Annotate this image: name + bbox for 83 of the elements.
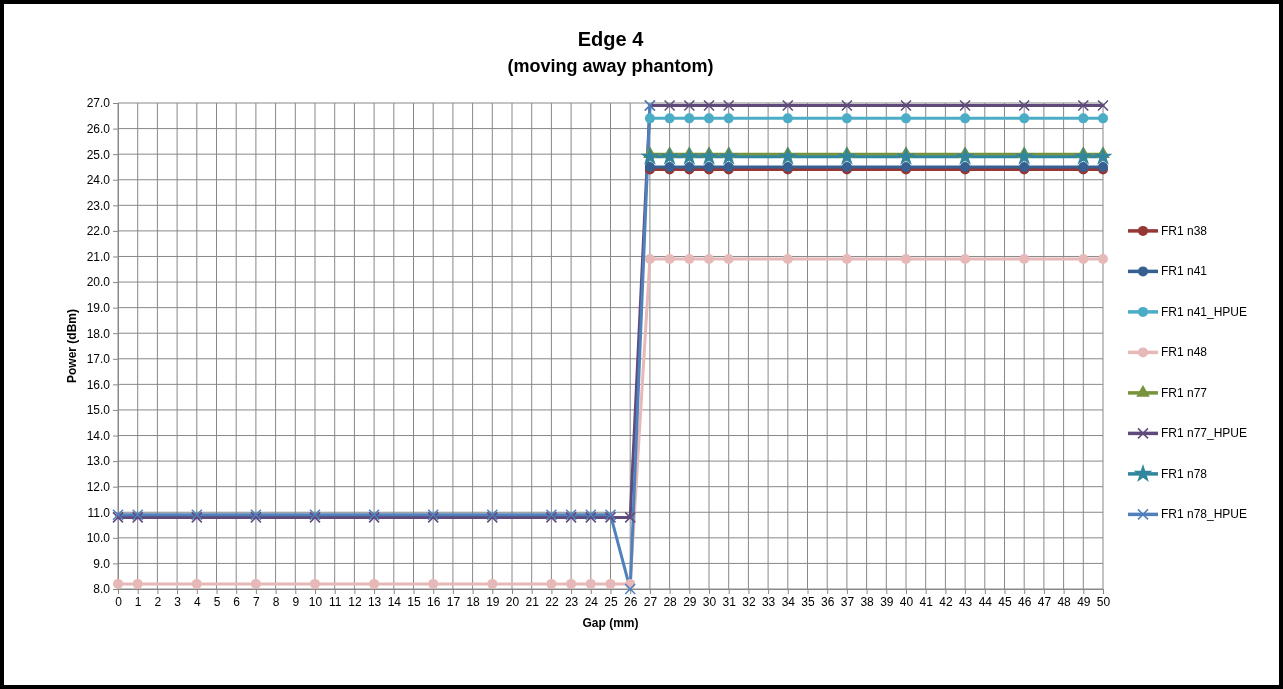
x-tick-label: 31 [722,594,737,609]
y-tick-label: 9.0 [93,556,111,571]
x-tick-label: 0 [115,594,123,609]
x-tick-label: 20 [505,594,520,609]
x-tick-label: 10 [308,594,323,609]
y-tick-label: 21.0 [86,249,111,264]
y-tick-label: 27.0 [86,96,111,111]
x-tick-label: 30 [702,594,717,609]
y-tick-label: 19.0 [86,300,111,315]
y-tick-label: 24.0 [86,173,111,188]
x-tick-label: 37 [840,594,855,609]
x-tick-label: 33 [761,594,776,609]
y-tick-label: 13.0 [86,454,111,469]
x-tick-label: 26 [624,594,638,609]
y-tick-label: 15.0 [86,403,111,418]
x-tick-label: 15 [407,594,421,609]
x-tick-label: 50 [1096,594,1111,609]
x-tick-label: 5 [213,594,221,609]
x-tick-label: 24 [584,594,599,609]
x-tick-label: 47 [1037,594,1052,609]
x-tick-label: 8 [272,594,280,609]
x-tick-label: 42 [939,594,953,609]
x-tick-label: 48 [1057,594,1072,609]
x-tick-label: 40 [899,594,914,609]
x-axis-title: Gap (mm) [582,616,639,630]
y-tick-label: 8.0 [93,582,111,597]
y-axis-title: Power (dBm) [65,308,79,384]
x-tick-label: 9 [292,594,300,609]
y-tick-label: 12.0 [86,480,111,495]
y-tick-label: 14.0 [86,428,111,443]
y-tick-label: 22.0 [86,224,111,239]
x-tick-label: 27 [643,594,658,609]
x-tick-label: 21 [525,594,540,609]
x-tick-label: 23 [564,594,579,609]
x-tick-label: 45 [998,594,1012,609]
legend-label: FR1 n38 [1161,223,1208,238]
legend-label: FR1 n41_HPUE [1161,304,1248,319]
y-tick-label: 23.0 [86,198,111,213]
x-tick-label: 35 [801,594,815,609]
x-tick-label: 3 [174,594,182,609]
x-tick-label: 14 [387,594,402,609]
x-tick-label: 16 [427,594,441,609]
x-tick-label: 34 [781,594,796,609]
x-tick-label: 32 [742,594,756,609]
x-tick-label: 41 [919,594,934,609]
x-tick-label: 13 [367,594,382,609]
x-tick-label: 49 [1077,594,1091,609]
y-tick-label: 20.0 [86,275,111,290]
y-tick-label: 10.0 [86,531,111,546]
legend-label: FR1 n77_HPUE [1161,426,1248,441]
y-tick-label: 17.0 [86,352,111,367]
x-tick-label: 29 [683,594,697,609]
x-tick-label: 43 [958,594,973,609]
y-tick-label: 25.0 [86,147,111,162]
x-tick-label: 17 [446,594,461,609]
legend-label: FR1 n48 [1161,345,1208,360]
x-tick-label: 28 [663,594,678,609]
x-tick-label: 4 [193,594,201,609]
x-tick-label: 12 [348,594,362,609]
x-tick-label: 2 [154,594,162,609]
x-tick-label: 22 [545,594,559,609]
x-tick-label: 44 [978,594,993,609]
y-tick-label: 26.0 [86,121,111,136]
x-tick-label: 6 [233,594,241,609]
legend-label: FR1 n78_HPUE [1161,507,1248,522]
x-tick-label: 18 [466,594,481,609]
x-tick-label: 36 [821,594,835,609]
x-tick-label: 38 [860,594,875,609]
y-tick-label: 16.0 [86,377,111,392]
x-tick-label: 46 [1018,594,1032,609]
legend-label: FR1 n77 [1161,385,1208,400]
x-tick-label: 7 [253,594,261,609]
legend-label: FR1 n78 [1161,466,1208,481]
x-tick-label: 11 [328,594,342,609]
x-tick-label: 19 [486,594,500,609]
y-tick-label: 11.0 [87,505,111,520]
x-tick-label: 39 [880,594,894,609]
chart-title: Edge 4 [577,28,645,50]
x-tick-label: 1 [134,594,142,609]
legend-label: FR1 n41 [1161,264,1208,279]
chart-subtitle: (moving away phantom) [507,56,714,76]
y-tick-label: 18.0 [86,326,111,341]
x-tick-label: 25 [604,594,618,609]
